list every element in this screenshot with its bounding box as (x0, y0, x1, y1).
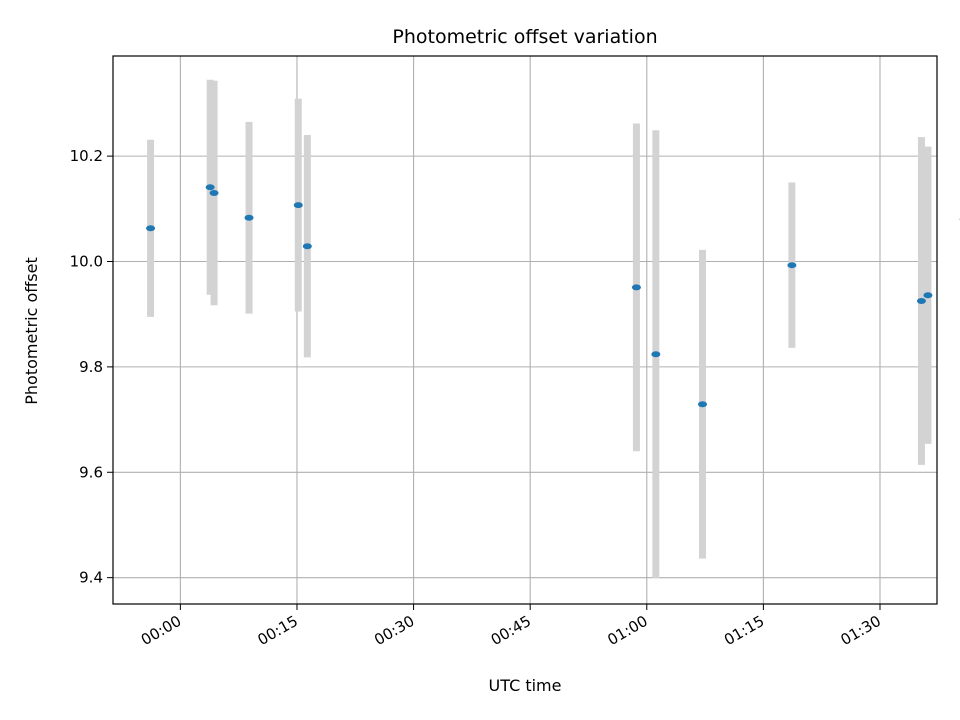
y-axis-title: Photometric offset (22, 257, 41, 405)
data-point (302, 243, 312, 250)
y-tick-label: 10.2 (70, 147, 103, 165)
y-tick-label: 9.6 (79, 463, 103, 481)
data-point (244, 214, 254, 221)
data-point (146, 225, 156, 232)
data-point (205, 184, 215, 191)
x-axis: 00:00 00:15 00:30 00:45 01:00 01:15 01:30 (138, 604, 884, 649)
x-tick-label: 01:15 (721, 612, 767, 649)
plot-frame (112, 55, 938, 605)
x-tick-label: 01:30 (838, 612, 884, 649)
x-tick-label: 00:30 (371, 612, 417, 649)
error-bars (147, 79, 932, 579)
data-point (651, 351, 661, 358)
y-tick-label: 9.4 (79, 569, 103, 587)
x-tick-label: 00:15 (255, 612, 301, 649)
data-points (146, 184, 960, 408)
x-tick-label: 01:00 (604, 612, 650, 649)
data-point (209, 190, 219, 196)
x-axis-title: UTC time (489, 676, 562, 695)
x-tick-label: 00:00 (138, 612, 184, 649)
y-axis: 9.4 9.6 9.8 10.0 10.2 (70, 147, 113, 587)
data-point (697, 401, 707, 408)
data-point (787, 262, 797, 269)
data-point (631, 284, 641, 291)
data-point (916, 298, 926, 305)
y-tick-label: 10.0 (70, 253, 103, 271)
y-tick-label: 9.8 (79, 358, 103, 376)
data-point (923, 292, 933, 299)
x-tick-label: 00:45 (488, 612, 534, 649)
data-point (293, 202, 303, 209)
chart-title: Photometric offset variation (392, 26, 657, 48)
grid (113, 56, 937, 604)
